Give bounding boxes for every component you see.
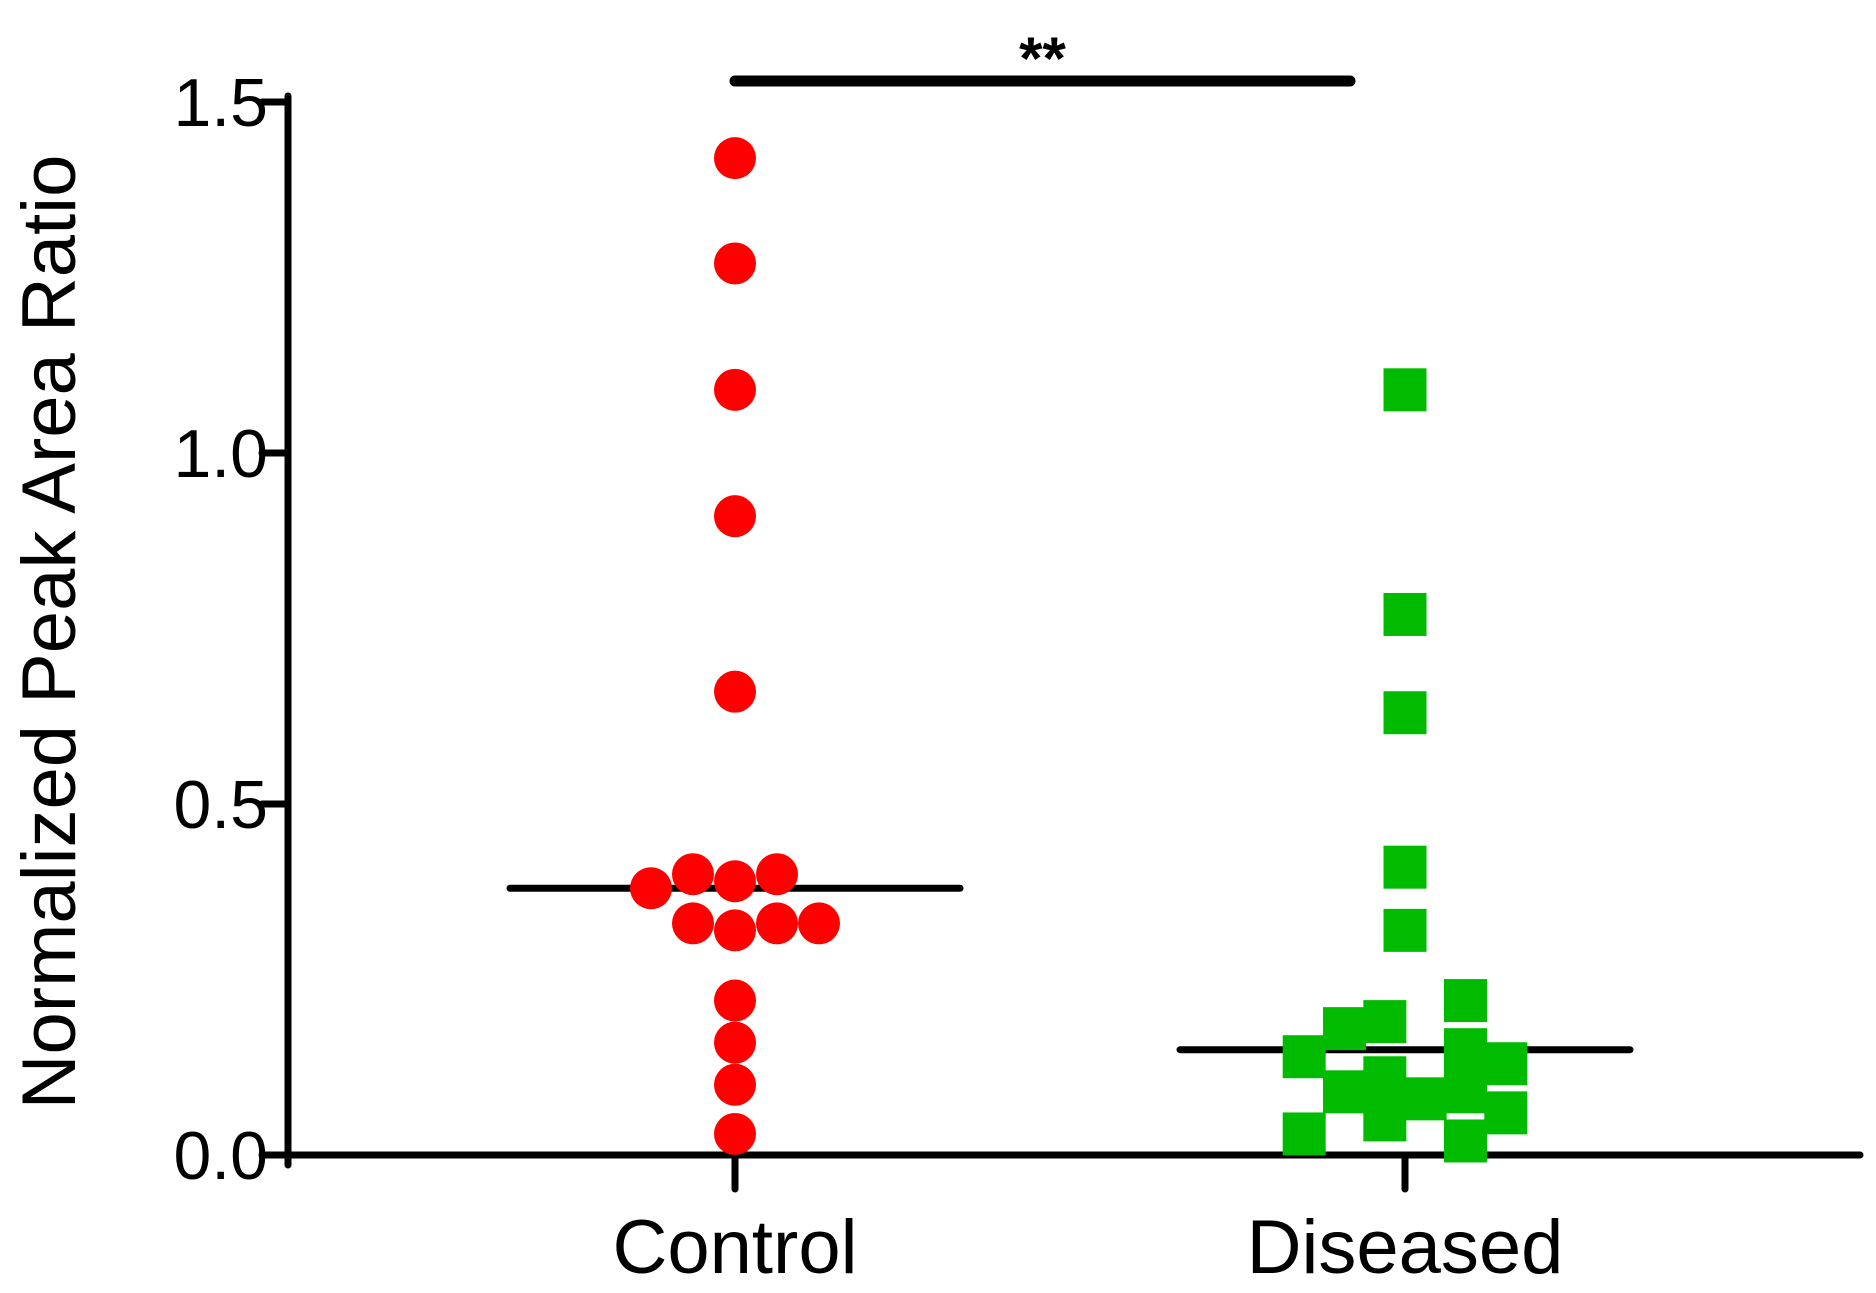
data-point-control	[714, 242, 756, 285]
data-point-control	[714, 137, 756, 180]
data-point-diseased	[1383, 592, 1427, 636]
annotations: **	[729, 25, 1356, 92]
data-point-control	[714, 979, 756, 1022]
data-point-diseased	[1484, 1042, 1528, 1086]
data-point-diseased	[1282, 1035, 1326, 1079]
data-point-diseased	[1363, 1000, 1407, 1044]
data-point-control	[714, 368, 756, 411]
data-point-control	[756, 853, 798, 896]
x-category-label: Control	[613, 1205, 858, 1288]
data-point-diseased	[1443, 979, 1487, 1023]
data-point-control	[714, 860, 756, 903]
y-axis-title-group: Normalized Peak Area Ratio	[7, 155, 92, 1110]
y-axis-title: Normalized Peak Area Ratio	[7, 155, 92, 1110]
data-point-control	[630, 867, 672, 910]
data-point-diseased	[1363, 1056, 1407, 1100]
data-point-diseased	[1323, 1007, 1367, 1051]
data-point-diseased	[1383, 908, 1427, 952]
y-tick-label: 1.5	[173, 65, 268, 141]
data-point-diseased	[1363, 1098, 1407, 1142]
y-tick-label: 0.0	[173, 1118, 268, 1194]
data-point-control	[672, 902, 714, 945]
data-points	[630, 137, 1528, 1163]
data-point-control	[714, 670, 756, 713]
significance-label: **	[1019, 25, 1066, 92]
data-point-control	[798, 902, 840, 945]
data-point-diseased	[1403, 1077, 1447, 1121]
data-point-diseased	[1323, 1070, 1367, 1114]
data-point-diseased	[1443, 1070, 1487, 1114]
data-point-diseased	[1443, 1028, 1487, 1072]
data-point-control	[714, 495, 756, 538]
data-point-diseased	[1282, 1112, 1326, 1156]
data-point-diseased	[1484, 1091, 1528, 1135]
data-point-diseased	[1383, 691, 1427, 735]
data-point-control	[714, 1112, 756, 1155]
data-point-control	[714, 909, 756, 952]
x-category-label: Diseased	[1247, 1205, 1564, 1288]
data-point-diseased	[1443, 1119, 1487, 1163]
data-point-diseased	[1383, 845, 1427, 889]
y-tick-label: 0.5	[173, 767, 268, 843]
data-point-control	[756, 902, 798, 945]
data-point-diseased	[1383, 368, 1427, 412]
data-point-control	[672, 853, 714, 896]
data-point-control	[714, 1021, 756, 1064]
axes: 0.0 0.5 1.0 1.5 Control Diseased	[173, 65, 1864, 1290]
y-tick-label: 1.0	[173, 416, 268, 492]
data-point-control	[714, 1063, 756, 1106]
